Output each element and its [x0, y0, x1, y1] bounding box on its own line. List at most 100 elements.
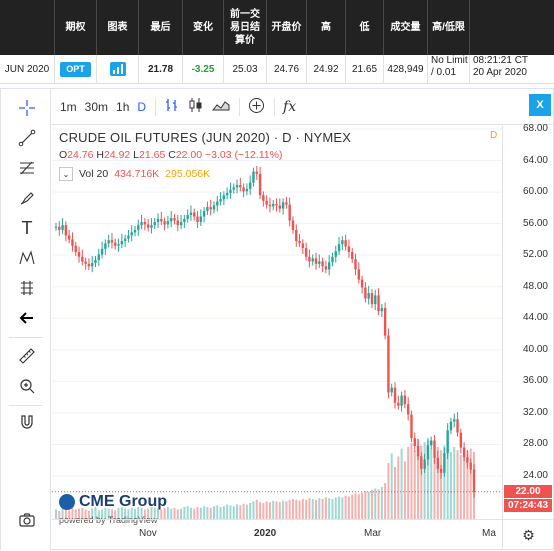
volume-bar — [137, 507, 140, 519]
candle-body — [370, 293, 374, 305]
volume-bar — [341, 497, 344, 519]
candle-body — [308, 256, 311, 262]
volume-bar — [440, 450, 443, 519]
candle-body — [347, 246, 351, 253]
pattern-icon[interactable] — [16, 247, 38, 269]
quote-table-header: 期权 图表 最后 变化 前一交 易日结 算价 开盘价 高 低 成交量 高/低限 — [0, 0, 554, 55]
volume-bar — [78, 508, 81, 519]
candle-body — [216, 201, 219, 206]
crosshair-icon[interactable] — [16, 97, 38, 119]
interval-d[interactable]: D — [137, 99, 147, 114]
volume-bar — [367, 491, 370, 519]
volume-bar — [239, 505, 242, 519]
candle-body — [64, 225, 68, 236]
area-icon[interactable] — [212, 97, 230, 116]
candle-body — [71, 239, 74, 246]
candle-body — [268, 204, 272, 207]
volume-bar — [331, 499, 334, 519]
candle-body — [357, 269, 361, 280]
volume-bar — [298, 500, 301, 519]
volume-bar — [364, 491, 367, 519]
candle-body — [466, 457, 469, 463]
candle-body — [281, 202, 285, 209]
interval-1h[interactable]: 1h — [116, 99, 130, 114]
candle-body — [354, 259, 357, 270]
candle-body — [107, 240, 110, 244]
opt-button[interactable]: OPT — [60, 61, 91, 77]
chart-top-toolbar: 1m 30m 1h D fx X — [52, 89, 554, 125]
candle-body — [127, 235, 130, 239]
volume-bar — [334, 497, 337, 519]
volume-bar — [426, 440, 429, 519]
volume-bar — [55, 509, 57, 519]
brush-icon[interactable] — [16, 187, 38, 209]
price-axis[interactable]: 68.00 64.00 60.00 56.00 52.00 48.00 44.00 40.00… — [502, 123, 554, 519]
volume-bar — [361, 492, 364, 519]
volume-bar — [173, 507, 176, 519]
volume-bar — [384, 483, 387, 519]
interval-30m[interactable]: 30m — [84, 99, 109, 114]
interval-1m[interactable]: 1m — [60, 99, 77, 114]
volume-bar — [229, 505, 232, 519]
candle-body — [331, 256, 334, 263]
chart-icon[interactable] — [109, 62, 126, 76]
ruler-icon[interactable] — [16, 345, 38, 367]
volume-bar — [338, 496, 341, 519]
candle-body — [104, 243, 107, 249]
candle-body — [146, 224, 150, 228]
volume-bar — [423, 442, 426, 519]
volume-bar — [328, 498, 331, 519]
text-tool-icon[interactable]: T — [21, 217, 33, 238]
row-open: 24.76 — [267, 55, 307, 83]
price-tick-label: 60.00 — [522, 186, 548, 198]
time-tick-label: Mar — [364, 528, 382, 539]
candles-icon[interactable] — [188, 97, 204, 116]
volume-bar — [130, 507, 133, 519]
collapse-chevron-icon[interactable]: ⌄ — [59, 167, 73, 181]
candle-body — [344, 240, 347, 247]
candle-body — [298, 240, 301, 244]
candle-body — [252, 171, 255, 183]
candle-body — [58, 226, 61, 230]
settings-gear-icon[interactable]: ⚙ — [502, 519, 554, 550]
volume-bar — [203, 506, 206, 519]
volume-bar — [295, 499, 298, 519]
fib-icon[interactable] — [16, 157, 38, 179]
magnet-icon[interactable] — [16, 411, 38, 433]
candle-body — [420, 456, 423, 469]
candle-body — [469, 462, 472, 470]
volume-bar — [127, 509, 130, 519]
indicators-fx-button[interactable]: fx — [283, 98, 297, 115]
time-axis[interactable]: Nov 2020 Mar Ma — [52, 519, 502, 550]
volume-bar — [160, 509, 163, 519]
row-last: 21.78 — [139, 55, 183, 83]
volume-bar — [315, 499, 318, 519]
zoom-in-icon[interactable] — [16, 375, 38, 397]
camera-icon[interactable] — [16, 509, 38, 531]
candle-body — [153, 222, 156, 226]
volume-bar — [196, 507, 199, 519]
close-button[interactable]: X — [529, 94, 551, 116]
bar-style-icon[interactable] — [164, 97, 180, 116]
candle-body — [117, 244, 120, 246]
price-tick-label: 36.00 — [522, 375, 548, 387]
forecast-icon[interactable] — [16, 277, 38, 299]
compare-plus-icon[interactable] — [248, 97, 265, 117]
candle-body — [304, 248, 308, 257]
candle-body — [143, 222, 147, 225]
volume-bar — [61, 507, 64, 519]
toolbar-divider — [274, 97, 276, 116]
price-chart-plot[interactable] — [52, 126, 502, 519]
volume-bar — [163, 507, 166, 519]
volume-bar — [275, 501, 278, 519]
header-month — [0, 0, 55, 55]
chart-widget: T 1m 30m 1h D — [0, 88, 554, 551]
back-arrow-icon[interactable] — [16, 307, 38, 329]
candle-body — [377, 295, 380, 312]
volume-bar — [407, 447, 410, 519]
candle-body — [255, 171, 258, 174]
candle-body — [258, 173, 262, 196]
volume-legend: ⌄ Vol 20 434.716K 295.056K — [59, 167, 351, 181]
volume-bar — [282, 500, 285, 519]
trend-line-icon[interactable] — [16, 127, 38, 149]
